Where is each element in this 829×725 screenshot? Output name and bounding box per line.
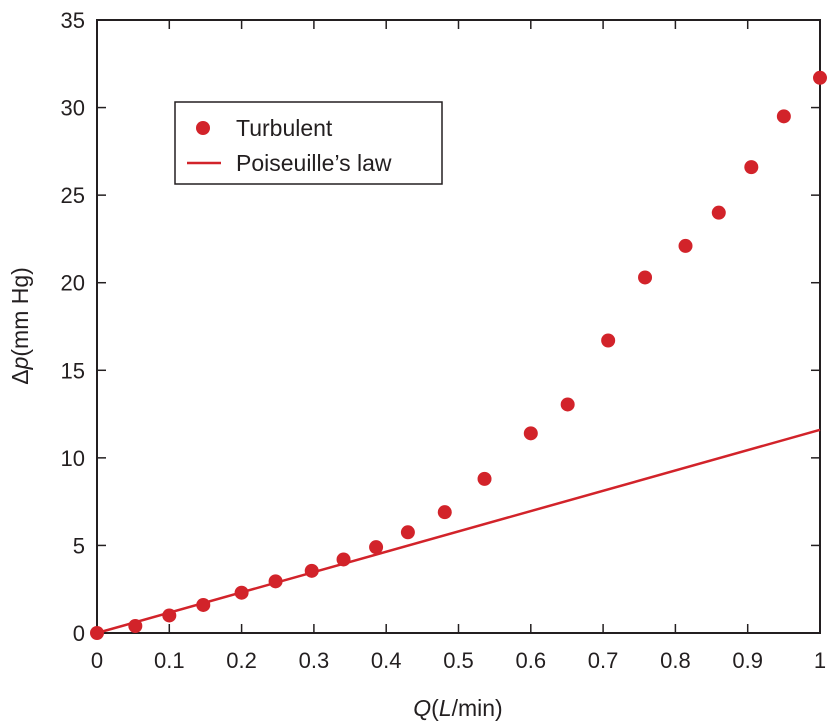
y-tick-label: 15 xyxy=(61,358,85,383)
data-point-turbulent xyxy=(162,608,177,623)
data-point-turbulent xyxy=(678,238,693,253)
y-tick-label: 0 xyxy=(73,621,85,646)
series-line-poiseuille xyxy=(96,428,821,635)
x-axis-ticks: 0 0.1 0.2 0.3 0.4 0.5 0.6 0.7 0.8 0.9 1 xyxy=(91,20,826,673)
data-point-turbulent xyxy=(304,563,319,578)
y-tick-label: 25 xyxy=(61,183,85,208)
y-axis-ticks: 0 5 10 15 20 25 30 35 xyxy=(61,8,820,646)
x-tick-label: 0.5 xyxy=(443,648,474,673)
y-tick-label: 20 xyxy=(61,271,85,296)
x-axis-label: Q(L/min) xyxy=(413,695,502,721)
x-tick-label: 1 xyxy=(814,648,826,673)
x-tick-label: 0.8 xyxy=(660,648,691,673)
data-point-turbulent xyxy=(234,585,249,600)
data-point-turbulent xyxy=(477,471,492,486)
data-point-turbulent xyxy=(711,205,726,220)
x-tick-label: 0.6 xyxy=(516,648,547,673)
data-point-turbulent xyxy=(369,540,384,555)
legend-label-poiseuille: Poiseuille’s law xyxy=(236,150,392,176)
data-point-turbulent xyxy=(400,525,415,540)
data-point-turbulent xyxy=(268,574,283,589)
legend-box xyxy=(174,101,443,185)
data-point-turbulent xyxy=(560,397,575,412)
legend: Turbulent Poiseuille’s law xyxy=(174,101,443,185)
x-tick-label: 0 xyxy=(91,648,103,673)
legend-marker-turbulent xyxy=(196,121,210,135)
x-tick-label: 0.2 xyxy=(226,648,257,673)
x-tick-label: 0.1 xyxy=(154,648,185,673)
y-tick-label: 35 xyxy=(61,8,85,33)
series-layer xyxy=(90,70,827,640)
data-point-turbulent xyxy=(744,160,759,175)
x-tick-label: 0.3 xyxy=(299,648,330,673)
x-tick-label: 0.9 xyxy=(732,648,763,673)
data-point-turbulent xyxy=(638,270,653,285)
data-point-turbulent xyxy=(523,426,538,441)
data-point-turbulent xyxy=(336,552,351,567)
legend-label-turbulent: Turbulent xyxy=(236,115,333,141)
y-axis-label: Δp(mm Hg) xyxy=(7,267,33,385)
data-point-turbulent xyxy=(437,505,452,520)
data-point-turbulent xyxy=(128,618,143,633)
data-point-turbulent xyxy=(90,626,104,640)
data-point-turbulent xyxy=(196,597,211,612)
y-tick-label: 30 xyxy=(61,96,85,121)
x-tick-label: 0.4 xyxy=(371,648,402,673)
data-point-turbulent xyxy=(776,109,791,124)
data-point-turbulent xyxy=(813,70,827,85)
x-tick-label: 0.7 xyxy=(588,648,619,673)
y-tick-label: 10 xyxy=(61,446,85,471)
y-tick-label: 5 xyxy=(73,533,85,558)
data-point-turbulent xyxy=(601,333,616,348)
